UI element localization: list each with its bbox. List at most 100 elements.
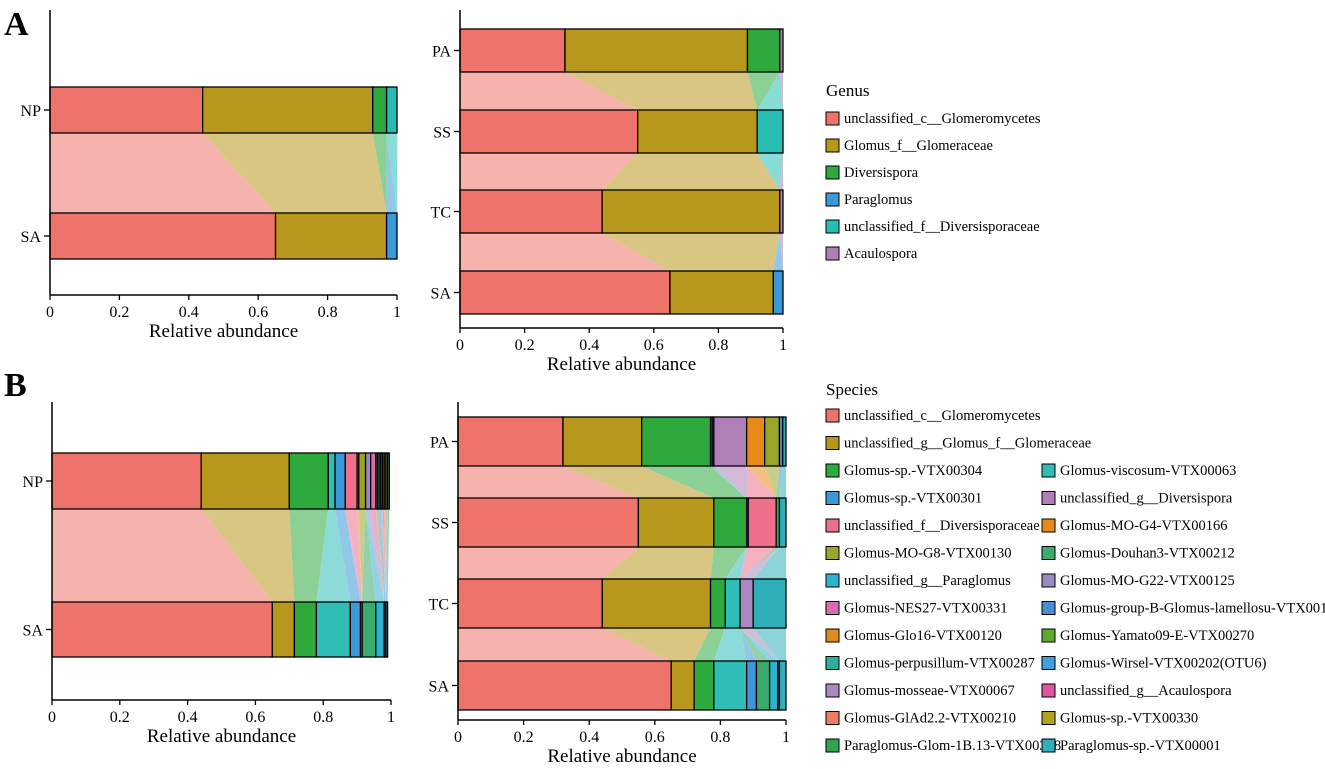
species-left-bar-NP-4 <box>334 452 346 510</box>
legend-genus-swatch-1 <box>825 138 840 153</box>
genus-left-flow-0-3 <box>386 133 397 213</box>
legend-species-swatch-17 <box>1041 656 1056 670</box>
species-right-xtick-label: 0.2 <box>514 729 534 746</box>
species-right-bar-SA-4 <box>745 660 758 711</box>
species-right-flow-2-18 <box>740 628 780 661</box>
genus-right-flow-0-4 <box>757 72 783 110</box>
genus-left-category-label: SA <box>21 229 42 246</box>
genus-left-xtick-label: 0.4 <box>179 304 199 321</box>
species-right-bar-SA-0 <box>457 660 672 711</box>
species-right-flow-2-1 <box>602 628 711 661</box>
legend-species-swatch-14 <box>825 628 840 643</box>
species-left-bar-NP-11 <box>364 452 372 510</box>
legend-species-swatch-18 <box>825 683 840 698</box>
legend-species-swatch-16 <box>825 656 840 670</box>
species-right-bar-SS-23 <box>778 497 787 548</box>
species-right-chart: PA SS TC SA 0 0.2 0.4 0.6 0.8 1 Relative abundance <box>429 402 790 767</box>
genus-left-bar-SA-1 <box>274 212 388 260</box>
genus-right-bar-PA-0 <box>459 28 566 73</box>
species-left-flow-0-8 <box>358 509 366 602</box>
genus-right-chart: PA SS TC SA 0 0.2 0.4 0.6 0.8 1 Relative abundance <box>431 10 787 375</box>
legend-species-label-4: Glomus-sp.-VTX00301 <box>844 491 982 507</box>
species-right-flow-1-2 <box>710 547 747 579</box>
legend-species-swatch-4 <box>825 491 840 505</box>
species-right-bar-SS-0 <box>457 497 640 548</box>
species-right-flow-0-2 <box>641 466 747 498</box>
species-right-flow-0-5 <box>713 466 749 498</box>
species-right-flow-1-23 <box>753 547 786 579</box>
genus-legend-title: Genus <box>826 81 869 100</box>
species-left-category-label: SA <box>23 623 44 640</box>
species-right-xtick-label: 1 <box>782 729 790 746</box>
species-right-bar-SA-1 <box>670 660 695 711</box>
species-left-xtick-label: 0.6 <box>245 709 265 726</box>
species-left-bar-NP-2 <box>288 452 329 510</box>
legend-species-swatch-11 <box>1041 573 1056 588</box>
species-right-flow-1-0 <box>458 547 639 579</box>
genus-right-xtick-label: 0.4 <box>579 337 599 354</box>
legend-species-label-9: Glomus-Douhan3-VTX00212 <box>1060 546 1235 562</box>
species-left-flow-0-3 <box>316 509 351 602</box>
legend-genus-swatch-5 <box>825 246 840 261</box>
legend-species-swatch-3 <box>1041 463 1056 478</box>
species-right-flow-0-13 <box>779 466 783 498</box>
legend-species-swatch-21 <box>1041 711 1056 725</box>
genus-left-xtick-label: 0.2 <box>109 304 129 321</box>
species-left-flow-0-2 <box>289 509 329 602</box>
legend-species-label-13: Glomus-group-B-Glomus-lamellosu-VTX00193 <box>1060 601 1325 617</box>
species-left-category-label: NP <box>23 474 44 491</box>
legend-genus-label-2: Diversispora <box>844 165 919 181</box>
species-right-bar-SA-23 <box>778 660 787 711</box>
genus-right-xtick-label: 1 <box>779 337 787 354</box>
genus-right-flow-1-5 <box>779 153 783 190</box>
legend-species-swatch-0 <box>825 408 840 423</box>
legend-species-swatch-10 <box>825 573 840 588</box>
genus-left-xtick-label: 0 <box>46 304 54 321</box>
genus-right-category-label: SS <box>433 125 451 142</box>
species-right-flow-1-18 <box>740 547 780 579</box>
species-left-flow-0-23 <box>385 509 390 602</box>
genus-left-category-label: NP <box>21 103 42 120</box>
legend-species-label-16: Glomus-perpusillum-VTX00287 <box>844 656 1035 672</box>
genus-right-flow-0-5 <box>779 72 783 110</box>
genus-right-category-label: TC <box>431 205 451 222</box>
species-left-flow-0-16 <box>377 509 385 602</box>
legend-species-swatch-2 <box>825 463 840 478</box>
species-left-bar-SA-10 <box>375 601 385 658</box>
legend-species-swatch-12 <box>825 601 840 615</box>
species-left-flow-0-9 <box>362 509 376 602</box>
genus-left-bar-SA-0 <box>49 212 277 260</box>
species-right-flow-1-1 <box>602 547 714 579</box>
species-left-chart: NP SA 0 0.2 0.4 0.6 0.8 1 Relative abundance <box>23 402 395 747</box>
genus-left-chart: NP SA 0 0.2 0.4 0.6 0.8 1 Relative abundance <box>21 10 401 342</box>
species-right-flow-2-23 <box>753 628 786 661</box>
species-left-xtick-label: 0.4 <box>178 709 198 726</box>
genus-right-bar-SA-1 <box>669 270 774 315</box>
species-right-bar-SA-9 <box>755 660 771 711</box>
species-left-flow-0-6 <box>345 509 363 602</box>
species-left-xtick-label: 1 <box>387 709 395 726</box>
species-right-bar-TC-18 <box>739 578 754 629</box>
species-right-bar-TC-1 <box>601 578 712 629</box>
species-left-bar-NP-6 <box>344 452 358 510</box>
species-right-flow-0-1 <box>562 466 714 498</box>
species-right-bar-TC-3 <box>724 578 741 629</box>
species-left-bar-SA-3 <box>315 601 351 658</box>
species-left-flow-0-10 <box>365 509 385 602</box>
species-right-bar-PA-0 <box>457 416 564 467</box>
species-right-bar-SA-3 <box>713 660 748 711</box>
genus-right-bar-PA-5 <box>779 28 784 73</box>
legend-genus-swatch-4 <box>825 219 840 234</box>
legend-genus-label-0: unclassified_c__Glomeromycetes <box>844 111 1041 127</box>
species-right-flow-2-9 <box>740 628 770 661</box>
genus-left-xtick-label: 0.8 <box>318 304 338 321</box>
genus-right-flow-1-0 <box>460 153 638 190</box>
genus-left-x-axis-label: Relative abundance <box>149 321 298 342</box>
panel-letter-a: A <box>4 6 29 43</box>
species-left-flow-0-0 <box>52 509 273 602</box>
species-left-bar-NP-23 <box>386 452 390 510</box>
species-right-bar-PA-5 <box>713 416 748 467</box>
genus-right-flow-0-1 <box>564 72 758 110</box>
species-left-flow-0-1 <box>201 509 295 602</box>
genus-right-category-label: SA <box>431 286 452 303</box>
